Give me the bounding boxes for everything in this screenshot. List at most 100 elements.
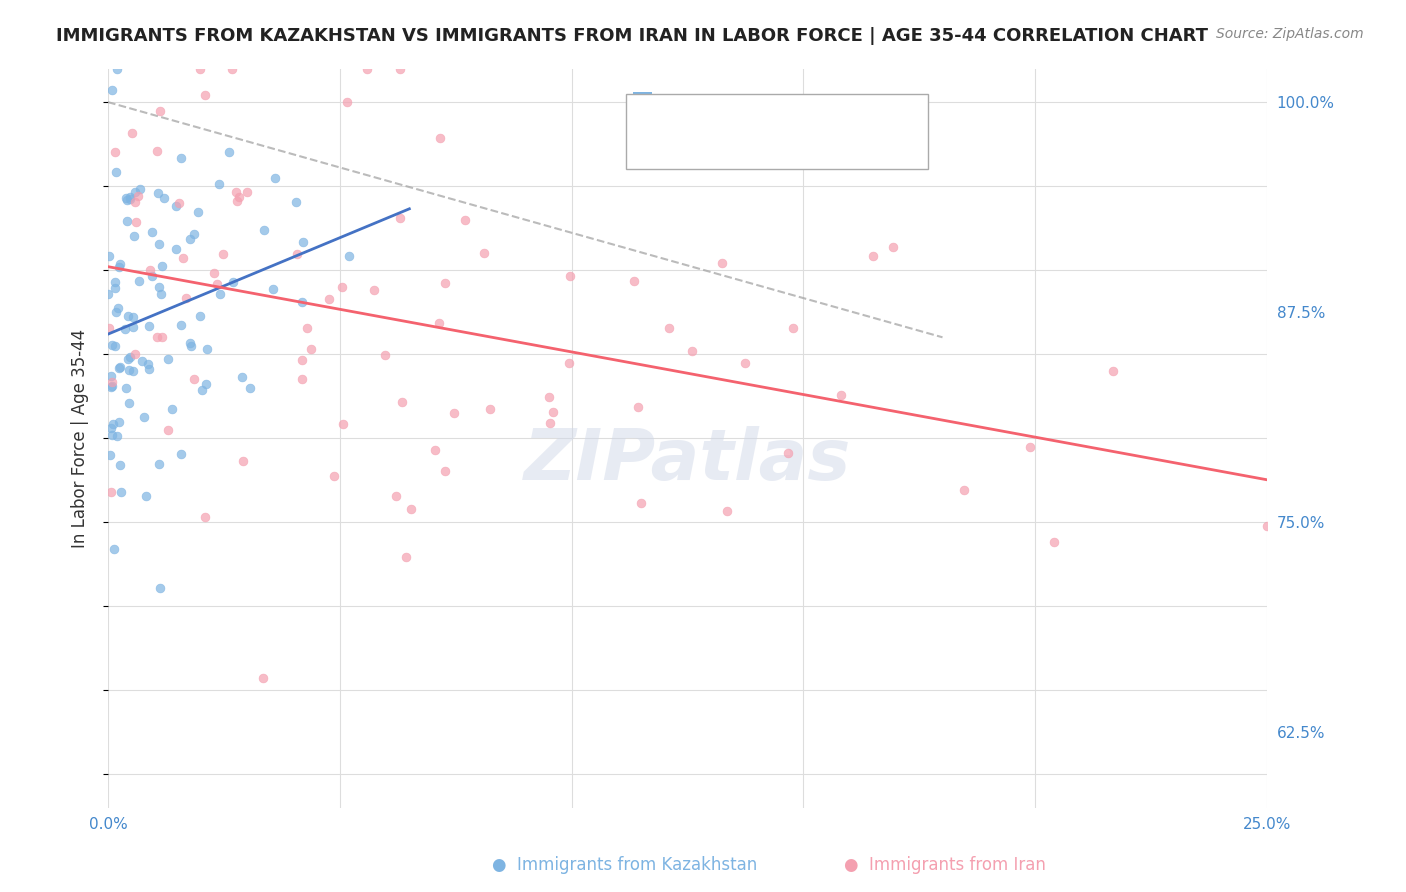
Point — [1043, 535, 1066, 549]
Point — [157, 423, 180, 437]
Point — [110, 484, 132, 499]
Point — [110, 458, 132, 472]
Point — [118, 350, 141, 364]
Point — [105, 305, 128, 319]
Point — [138, 318, 160, 333]
Y-axis label: In Labor Force | Age 35-44: In Labor Force | Age 35-44 — [72, 328, 89, 548]
Point — [207, 277, 229, 291]
Point — [148, 280, 170, 294]
Point — [121, 320, 143, 334]
Point — [108, 361, 131, 376]
Point — [953, 483, 976, 498]
Point — [231, 369, 253, 384]
Point — [1018, 440, 1040, 454]
Point — [138, 362, 160, 376]
Point — [782, 321, 804, 335]
Point — [356, 62, 378, 76]
Point — [291, 353, 314, 368]
Point — [363, 284, 385, 298]
Point — [658, 320, 681, 334]
Point — [127, 189, 149, 203]
Point — [172, 252, 194, 266]
Point — [188, 309, 211, 323]
Point — [337, 249, 360, 263]
Point — [118, 396, 141, 410]
Point — [101, 428, 124, 442]
Point — [107, 429, 129, 443]
Point — [252, 671, 274, 685]
Point — [194, 509, 217, 524]
Point — [118, 190, 141, 204]
Point — [1101, 364, 1123, 378]
Point — [291, 294, 314, 309]
Point — [187, 204, 209, 219]
Point — [104, 281, 127, 295]
Point — [776, 445, 799, 459]
Point — [558, 355, 581, 369]
Point — [179, 231, 201, 245]
Point — [180, 339, 202, 353]
Point — [195, 342, 218, 356]
Point — [100, 379, 122, 393]
Point — [537, 390, 560, 404]
Point — [211, 247, 233, 261]
Point — [183, 227, 205, 242]
Point — [107, 301, 129, 315]
Point — [157, 352, 180, 367]
Point — [149, 103, 172, 118]
Point — [391, 395, 413, 409]
Point — [388, 62, 411, 76]
Point — [145, 145, 167, 159]
Point — [399, 502, 422, 516]
Point — [434, 464, 457, 478]
Point — [146, 186, 169, 200]
Point — [149, 581, 172, 595]
Point — [1256, 518, 1278, 533]
Point — [191, 383, 214, 397]
Point — [299, 343, 322, 357]
Point — [630, 496, 652, 510]
Point — [225, 185, 247, 199]
Point — [139, 263, 162, 277]
Point — [433, 276, 456, 290]
Point — [538, 416, 561, 430]
Text: R =  0.210   N = 91: R = 0.210 N = 91 — [665, 103, 828, 120]
Point — [132, 409, 155, 424]
Point — [395, 550, 418, 565]
Point — [121, 364, 143, 378]
Point — [179, 336, 201, 351]
Text: ●  Immigrants from Iran: ● Immigrants from Iran — [844, 856, 1046, 874]
Point — [166, 199, 188, 213]
Point — [478, 401, 501, 416]
Point — [97, 287, 120, 301]
Point — [174, 291, 197, 305]
Point — [170, 151, 193, 165]
Point — [107, 62, 129, 76]
Point — [218, 145, 240, 159]
Point — [188, 62, 211, 76]
Point — [150, 330, 173, 344]
Point — [105, 164, 128, 178]
Point — [135, 490, 157, 504]
Point — [117, 309, 139, 323]
Point — [429, 131, 451, 145]
Point — [208, 287, 231, 301]
Point — [117, 351, 139, 366]
Text: ZIPatlas: ZIPatlas — [524, 425, 851, 495]
Point — [207, 177, 229, 191]
Point — [862, 249, 884, 263]
Point — [141, 225, 163, 239]
Point — [101, 375, 124, 389]
Point — [124, 195, 146, 210]
Point — [425, 443, 447, 458]
Point — [225, 194, 247, 208]
Point — [711, 256, 734, 270]
Point — [170, 447, 193, 461]
Point — [124, 185, 146, 199]
Point — [160, 401, 183, 416]
Point — [681, 343, 703, 358]
Point — [194, 88, 217, 103]
Point — [332, 417, 354, 432]
Point — [262, 282, 284, 296]
Point — [100, 379, 122, 393]
